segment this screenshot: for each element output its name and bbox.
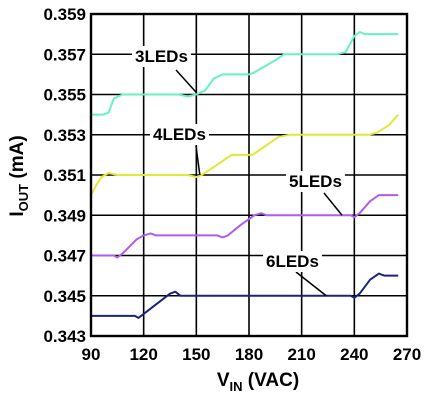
- series-line-6leds: [91, 272, 399, 319]
- x-axis-title-main: V: [217, 370, 230, 391]
- y-tick-label: 0.347: [43, 247, 86, 266]
- x-tick-label: 120: [129, 345, 157, 364]
- x-tick-labels: 90 120 150 180 210 240 270: [82, 345, 422, 364]
- annotation-label-bg: [150, 124, 209, 145]
- series-line-5leds: [91, 194, 399, 259]
- series-line-4leds: [90, 113, 399, 196]
- x-axis-title: VIN (VAC): [217, 370, 299, 394]
- series-label-3leds: 3LEDs: [135, 47, 188, 66]
- annotation-leader: [175, 69, 197, 93]
- x-tick-label: 180: [235, 345, 263, 364]
- y-tick-label: 0.355: [43, 86, 86, 105]
- y-tick-label: 0.345: [43, 287, 86, 306]
- annotation-leader: [323, 192, 343, 216]
- x-tick-label: 150: [182, 345, 210, 364]
- x-axis-title-sub: IN: [230, 379, 243, 394]
- series-label-4leds: 4LEDs: [153, 125, 206, 144]
- y-tick-label: 0.359: [43, 5, 86, 24]
- y-tick-label: 0.357: [43, 45, 86, 64]
- y-tick-label: 0.349: [43, 206, 86, 225]
- x-tick-label: 90: [82, 345, 101, 364]
- series-layer: [90, 31, 399, 319]
- plot-frame: [89, 12, 409, 338]
- y-tick-label: 0.353: [43, 126, 86, 145]
- y-axis-title-main: I: [7, 211, 28, 216]
- annotation-label-bg: [263, 251, 322, 272]
- annotation-layer: 3LEDs 4LEDs 5LEDs 6LEDs: [132, 46, 345, 297]
- annotation-leader: [195, 145, 201, 176]
- y-axis-title-suffix: (mA): [7, 135, 28, 184]
- x-tick-label: 270: [393, 345, 421, 364]
- series-line-3leds: [91, 31, 399, 116]
- series-label-5leds: 5LEDs: [289, 172, 342, 191]
- y-tick-label: 0.343: [43, 327, 86, 346]
- y-tick-labels: 0.343 0.345 0.347 0.349 0.351 0.353 0.355 0.357…: [43, 5, 86, 346]
- y-tick-label: 0.351: [43, 166, 86, 185]
- annotation-leader: [295, 271, 327, 297]
- y-axis-title: IOUT (mA): [7, 135, 31, 216]
- x-tick-label: 240: [340, 345, 368, 364]
- x-axis-title-suffix: (VAC): [243, 370, 300, 391]
- y-axis-title-sub: OUT: [16, 184, 31, 212]
- annotation-label-bg: [286, 171, 345, 192]
- series-label-6leds: 6LEDs: [266, 252, 319, 271]
- annotation-label-bg: [132, 46, 191, 67]
- x-tick-label: 210: [287, 345, 315, 364]
